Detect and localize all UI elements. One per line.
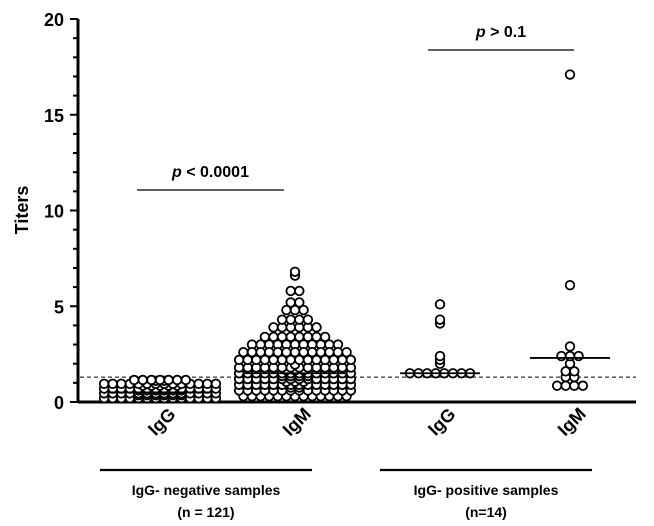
- data-point: [434, 314, 446, 325]
- data-point: [128, 374, 140, 386]
- data-point: [556, 350, 567, 362]
- data-point: [560, 366, 571, 377]
- data-point: [564, 279, 576, 291]
- data-point: [332, 347, 344, 358]
- y-tick-label: 15: [44, 106, 64, 126]
- p-symbol: p: [475, 24, 486, 41]
- data-point: [276, 331, 288, 343]
- data-point: [302, 314, 314, 325]
- data-point: [272, 347, 284, 358]
- data-point: [434, 350, 446, 362]
- x-category-label: IgM: [554, 404, 590, 440]
- data-point: [311, 322, 322, 333]
- data-point: [285, 314, 296, 325]
- data-point: [294, 314, 305, 325]
- data-point: [345, 354, 357, 366]
- data-point: [294, 285, 305, 297]
- data-point: [98, 378, 110, 390]
- data-point: [289, 266, 301, 277]
- data-point: [281, 347, 292, 358]
- data-point: [116, 378, 127, 390]
- data-point: [302, 331, 314, 343]
- data-point: [319, 331, 331, 343]
- p-value: > 0.1: [486, 24, 527, 41]
- data-point: [255, 347, 266, 358]
- y-tick-label: 5: [54, 297, 64, 317]
- data-point: [246, 347, 258, 358]
- group-sample-size: (n=14): [465, 504, 507, 520]
- data-point: [298, 304, 309, 316]
- data-point: [569, 366, 580, 377]
- data-point: [298, 347, 309, 358]
- data-point: [276, 314, 288, 325]
- x-category-labels: IgG IgM IgG IgM: [144, 404, 590, 440]
- data-point: [324, 347, 335, 358]
- group-sample-size: (n = 121): [177, 504, 234, 520]
- data-point: [569, 380, 580, 391]
- data-point: [294, 331, 305, 343]
- data-point: [210, 378, 222, 390]
- data-point: [341, 347, 352, 358]
- data-point: [307, 347, 318, 358]
- data-point: [171, 374, 183, 386]
- data-point: [315, 347, 327, 358]
- data-point: [560, 380, 571, 391]
- data-point: [264, 347, 275, 358]
- p-symbol: p: [171, 164, 182, 181]
- y-tick-label: 10: [44, 202, 64, 222]
- data-point: [564, 341, 576, 352]
- data-point: [573, 350, 584, 362]
- p-value: < 0.0001: [182, 164, 249, 181]
- data-point: [285, 331, 296, 343]
- data-point: [107, 378, 118, 390]
- data-point: [202, 378, 213, 390]
- data-point: [289, 347, 301, 358]
- y-tick-label: 0: [54, 393, 64, 413]
- group-label: IgG- negative samples: [132, 482, 281, 498]
- significance-label: p < 0.0001: [171, 164, 249, 181]
- y-axis-label: Titers: [12, 186, 32, 235]
- data-point: [238, 347, 249, 358]
- data-point: [577, 380, 589, 391]
- data-point: [285, 285, 296, 297]
- group-label: IgG- positive samples: [414, 482, 559, 498]
- data-point: [311, 331, 322, 343]
- data-point: [564, 69, 576, 80]
- data-point: [180, 374, 192, 386]
- data-point: [154, 374, 166, 386]
- data-point: [193, 378, 204, 390]
- data-point: [259, 331, 271, 343]
- group-labels: IgG- negative samples (n = 121) IgG- posit…: [100, 468, 592, 520]
- x-category-label: IgG: [144, 404, 179, 439]
- data-point: [268, 322, 279, 333]
- data-point: [551, 380, 563, 391]
- data-point: [268, 331, 279, 343]
- data-point: [146, 374, 157, 386]
- y-ticks: 0 5 10 15 20: [44, 10, 78, 413]
- data-point: [434, 299, 446, 310]
- data-point: [137, 374, 149, 386]
- data-point: [163, 374, 174, 386]
- data-point: [294, 297, 305, 308]
- significance-label: p > 0.1: [475, 24, 526, 41]
- y-tick-label: 20: [44, 10, 64, 30]
- data-point: [285, 297, 296, 308]
- median-lines: [108, 357, 610, 394]
- x-category-label: IgG: [424, 404, 459, 439]
- data-points: [98, 69, 589, 404]
- data-point: [564, 350, 576, 362]
- x-category-label: IgM: [279, 404, 315, 440]
